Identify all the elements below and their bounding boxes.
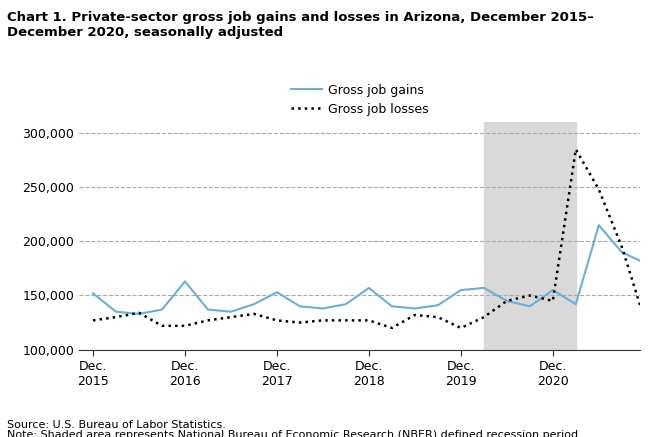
Bar — [484, 122, 576, 350]
Legend: Gross job gains, Gross job losses: Gross job gains, Gross job losses — [286, 79, 434, 121]
Text: Chart 1. Private-sector gross job gains and losses in Arizona, December 2015–
De: Chart 1. Private-sector gross job gains … — [7, 11, 593, 39]
Text: Note: Shaded area represents National Bureau of Economic Research (NBER) defined: Note: Shaded area represents National Bu… — [7, 430, 581, 437]
Text: Source: U.S. Bureau of Labor Statistics.: Source: U.S. Bureau of Labor Statistics. — [7, 420, 226, 430]
